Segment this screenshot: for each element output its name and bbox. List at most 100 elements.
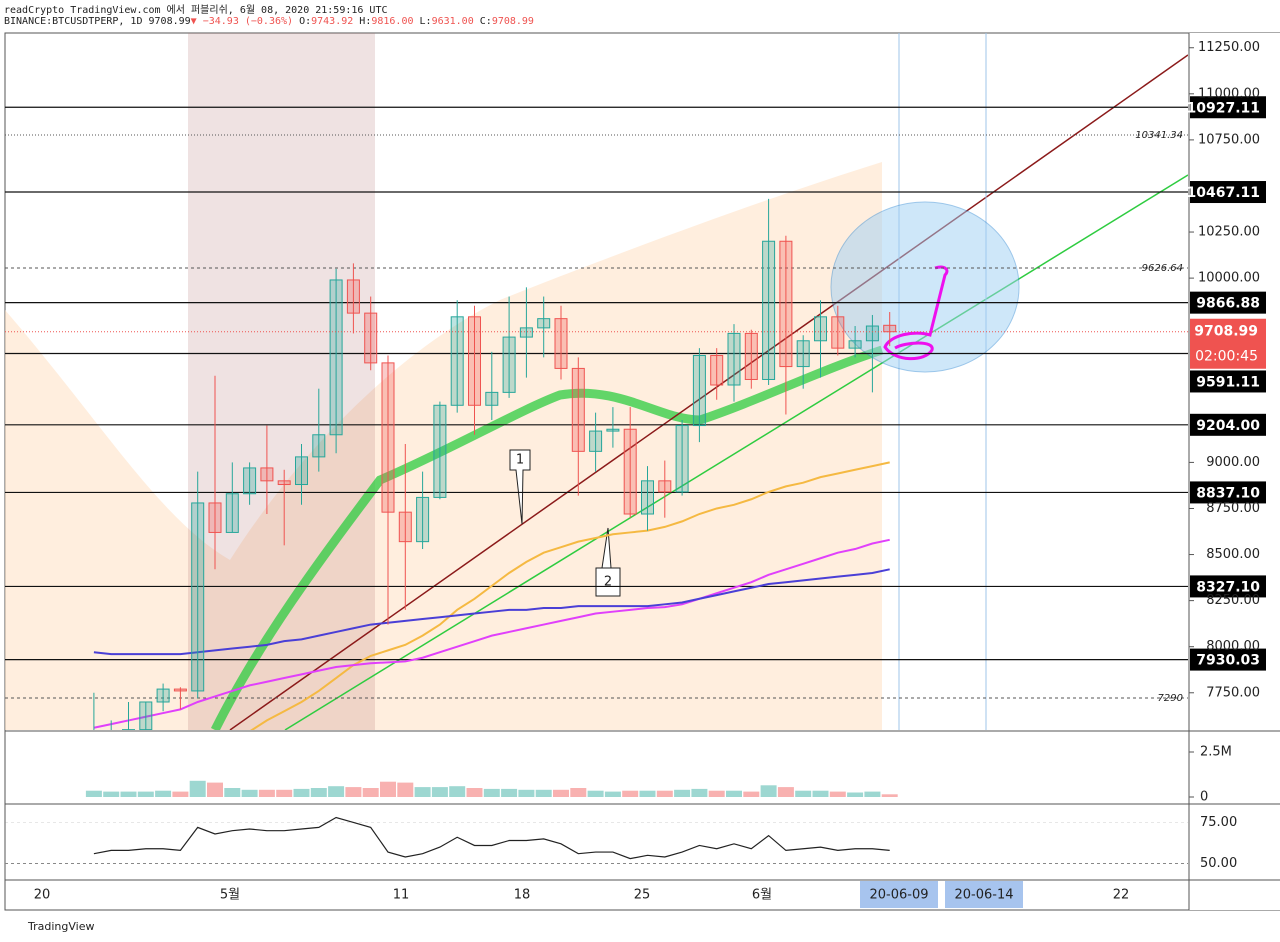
y-tick-label: 11000.00 <box>1198 86 1260 101</box>
ma-line <box>93 538 890 729</box>
x-tick-label: 18 <box>514 888 531 903</box>
candle-body <box>883 324 897 333</box>
candle-body <box>744 332 758 380</box>
volume-bar <box>587 790 604 797</box>
level-label: 10467.11 <box>1186 185 1260 201</box>
volume-bar <box>293 788 310 797</box>
volume-bar <box>155 790 172 797</box>
ma-line <box>93 568 890 656</box>
level-label-bg <box>1190 96 1266 119</box>
y-tick-label: 2.5M <box>1200 745 1232 760</box>
candle-body <box>796 340 810 368</box>
volume-bar <box>622 790 639 797</box>
candle-body <box>105 731 117 738</box>
volume-bar <box>310 788 327 797</box>
volume-bar <box>120 791 137 797</box>
volume-bar <box>449 786 466 797</box>
volume-bar <box>795 790 812 797</box>
candle-body <box>346 279 360 314</box>
candle-body <box>156 688 170 703</box>
volume-bar <box>241 789 258 797</box>
candle-body <box>502 336 516 393</box>
candle-body <box>122 729 135 730</box>
candle-body <box>381 362 395 513</box>
volume-bar <box>518 789 535 797</box>
y-tick-label: 8750.00 <box>1206 501 1260 516</box>
date-box <box>945 881 1023 908</box>
date-box-label: 20-06-14 <box>954 888 1013 903</box>
volume-bar <box>137 791 154 797</box>
dashed-label: 7290 <box>1158 693 1183 704</box>
level-label: 8837.10 <box>1196 485 1260 501</box>
x-tick-label: 6월 <box>752 888 772 903</box>
volume-bar <box>812 790 829 797</box>
volume-bar <box>85 790 102 797</box>
volume-bar <box>224 788 241 797</box>
ma-line <box>250 461 890 730</box>
volume-bar <box>691 788 708 797</box>
level-label-bg <box>1190 648 1266 671</box>
level-label-bg <box>1190 370 1266 393</box>
y-tick-label: 11250.00 <box>1198 40 1260 55</box>
volume-bar <box>760 785 777 797</box>
candle-body <box>710 355 724 386</box>
candle-body <box>727 332 741 386</box>
volume-bar <box>380 781 396 797</box>
l-label: L: <box>419 16 432 27</box>
candle-body <box>675 425 689 493</box>
header-line2: BINANCE:BTCUSDTPERP, 1D 9708.99▼ −34.93 … <box>4 16 534 27</box>
y-tick-label: 10000.00 <box>1198 271 1260 286</box>
candle-body <box>779 240 793 368</box>
candle-body <box>416 496 430 543</box>
volume-bar <box>553 789 569 797</box>
y-tick-label: 8250.00 <box>1206 593 1260 608</box>
callout-label: 1 <box>516 453 524 468</box>
y-tick-label: 10250.00 <box>1198 225 1260 240</box>
candle-body <box>814 316 827 342</box>
volume-bar <box>829 791 846 797</box>
volume-bar <box>656 790 673 797</box>
candle-body <box>398 511 412 543</box>
callout-label: 2 <box>604 575 612 590</box>
candle-body <box>831 316 845 349</box>
candle-body <box>848 340 862 349</box>
x-tick-label: 5월 <box>220 888 240 903</box>
level-label: 10927.11 <box>1186 100 1260 116</box>
volume-bar <box>777 787 794 797</box>
candle-body <box>191 502 205 692</box>
level-label: 8327.10 <box>1196 579 1260 595</box>
volume-bar <box>847 792 864 797</box>
candle-body <box>658 480 672 493</box>
volume-bar <box>276 789 293 797</box>
level-label-bg <box>1190 291 1266 314</box>
x-tick-label: 20 <box>34 888 51 903</box>
volume-bar <box>189 780 206 797</box>
y-tick-label: 10750.00 <box>1198 132 1260 147</box>
level-label: 9204.00 <box>1196 418 1260 434</box>
candle-body <box>312 434 326 458</box>
y-tick-label: 0 <box>1200 790 1208 805</box>
hand-drawing <box>883 265 949 361</box>
candle-body <box>641 480 654 515</box>
level-label-bg <box>1190 481 1266 504</box>
current-price-bg <box>1190 318 1266 369</box>
volume-bar <box>604 791 621 797</box>
current-price-label: 9708.99 <box>1194 324 1258 340</box>
level-label: 7930.03 <box>1196 653 1260 669</box>
h: 9816.00 <box>371 16 414 27</box>
dashed-label: 10341.34 <box>1135 130 1183 141</box>
session-shade <box>188 33 375 730</box>
volume-bar <box>328 786 345 797</box>
candle-body <box>623 428 637 515</box>
volume-bar <box>743 791 760 797</box>
volume-bar <box>466 788 483 797</box>
osc-line <box>93 816 890 860</box>
volume-bar <box>483 788 500 797</box>
h-label: H: <box>359 16 372 27</box>
date-box <box>860 881 938 908</box>
candle-body <box>589 430 603 452</box>
volume-bar <box>362 788 379 797</box>
c-label: C: <box>479 16 492 27</box>
